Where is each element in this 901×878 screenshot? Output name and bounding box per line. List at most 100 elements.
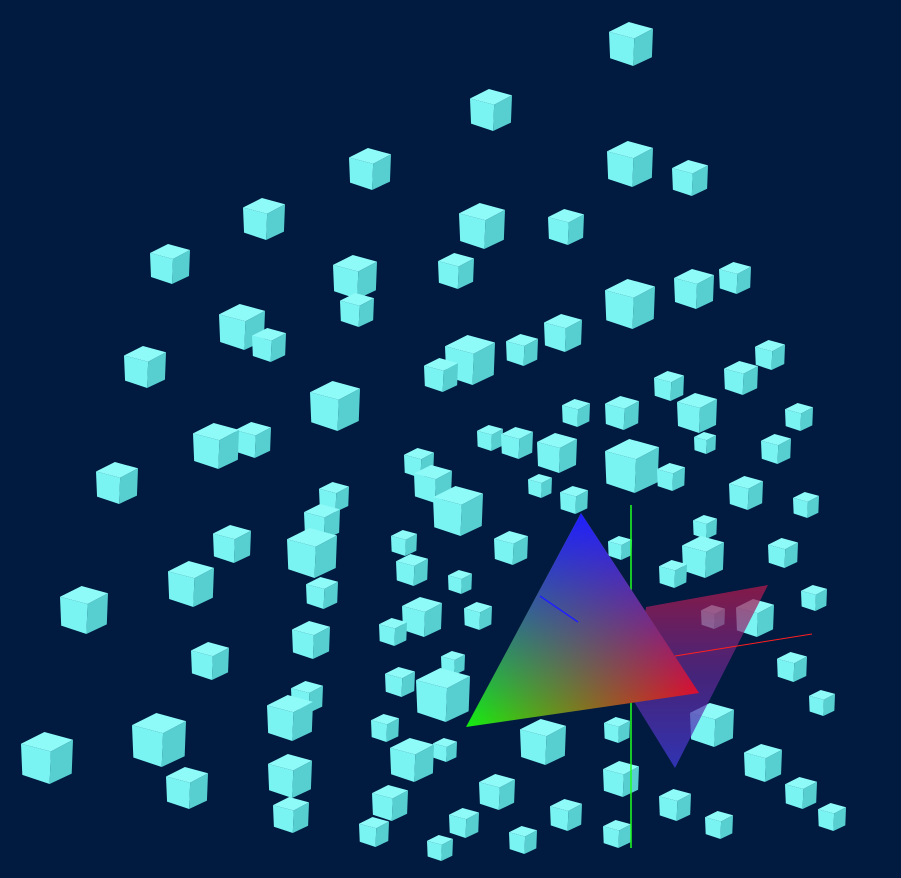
cube: [124, 346, 166, 388]
cube: [506, 334, 538, 366]
cube: [349, 148, 391, 190]
cube: [166, 767, 208, 809]
cube: [603, 820, 631, 848]
cube: [391, 530, 417, 556]
cube: [372, 785, 408, 821]
cube: [690, 703, 734, 747]
cube: [494, 531, 528, 565]
cube: [371, 714, 399, 742]
cube: [477, 425, 503, 451]
cube: [132, 713, 186, 767]
cube: [191, 642, 229, 680]
cube: [396, 554, 428, 586]
gradient-triangle: [466, 513, 699, 727]
cube: [755, 340, 785, 370]
cube: [470, 89, 512, 131]
cube: [424, 358, 458, 392]
cube: [693, 515, 717, 539]
cube: [292, 621, 330, 659]
cube: [235, 422, 271, 458]
cube: [682, 536, 724, 578]
cube: [268, 754, 312, 798]
cube: [168, 561, 214, 607]
cube: [459, 203, 505, 249]
cube: [390, 738, 434, 782]
cube: [544, 314, 582, 352]
cube: [560, 486, 588, 514]
cube: [674, 269, 714, 309]
cube: [520, 719, 566, 765]
cube: [60, 586, 108, 634]
cube: [729, 476, 763, 510]
cube: [705, 811, 733, 839]
cube: [768, 538, 798, 568]
cube: [213, 525, 251, 563]
cube: [243, 198, 285, 240]
cube: [562, 399, 590, 427]
cube: [818, 803, 846, 831]
cube: [509, 826, 537, 854]
cube: [657, 463, 685, 491]
scene-objects: [466, 505, 813, 848]
cube: [672, 160, 708, 196]
cube: [193, 423, 239, 469]
cube: [438, 253, 474, 289]
cube: [609, 22, 653, 67]
cube: [608, 536, 632, 560]
cube: [319, 482, 349, 512]
cube: [694, 432, 716, 454]
x-axis-line: [674, 633, 813, 657]
cube: [801, 585, 827, 611]
cube: [304, 504, 340, 540]
cube: [21, 732, 73, 784]
cube: [785, 403, 813, 431]
cube: [654, 371, 684, 401]
cube: [550, 799, 582, 831]
cube: [528, 474, 552, 498]
cube: [333, 255, 377, 299]
cube: [719, 262, 751, 294]
z-axis-line: [539, 595, 579, 623]
cube: [761, 434, 791, 464]
cube: [605, 396, 639, 430]
cube: [809, 690, 835, 716]
cube: [359, 817, 389, 847]
cube: [659, 789, 691, 821]
cube: [605, 439, 659, 493]
cube: [501, 427, 533, 459]
cube: [287, 528, 337, 578]
cube: [402, 597, 442, 637]
cube: [448, 570, 472, 594]
cube: [273, 797, 309, 833]
cube: [306, 577, 338, 609]
cube: [744, 744, 782, 782]
cube: [479, 774, 515, 810]
cube: [793, 492, 819, 518]
cube: [310, 381, 360, 431]
cube: [379, 618, 407, 646]
translucent-plane: [633, 585, 768, 768]
cube: [427, 835, 453, 861]
cube: [449, 808, 479, 838]
cube: [464, 602, 492, 630]
cube: [433, 738, 457, 762]
cube: [267, 695, 313, 741]
cube: [96, 462, 138, 504]
cube: [724, 361, 758, 395]
cube: [607, 141, 653, 187]
cube: [777, 652, 807, 682]
cube: [150, 244, 190, 284]
cube: [340, 293, 374, 327]
cube: [785, 777, 817, 809]
cube: [605, 279, 655, 329]
cube-field: [21, 22, 846, 861]
cube: [416, 668, 470, 722]
cube: [677, 393, 717, 433]
cube: [604, 717, 630, 743]
cube: [603, 761, 639, 797]
cube: [433, 486, 483, 536]
cube: [659, 560, 687, 588]
cube: [385, 667, 415, 697]
